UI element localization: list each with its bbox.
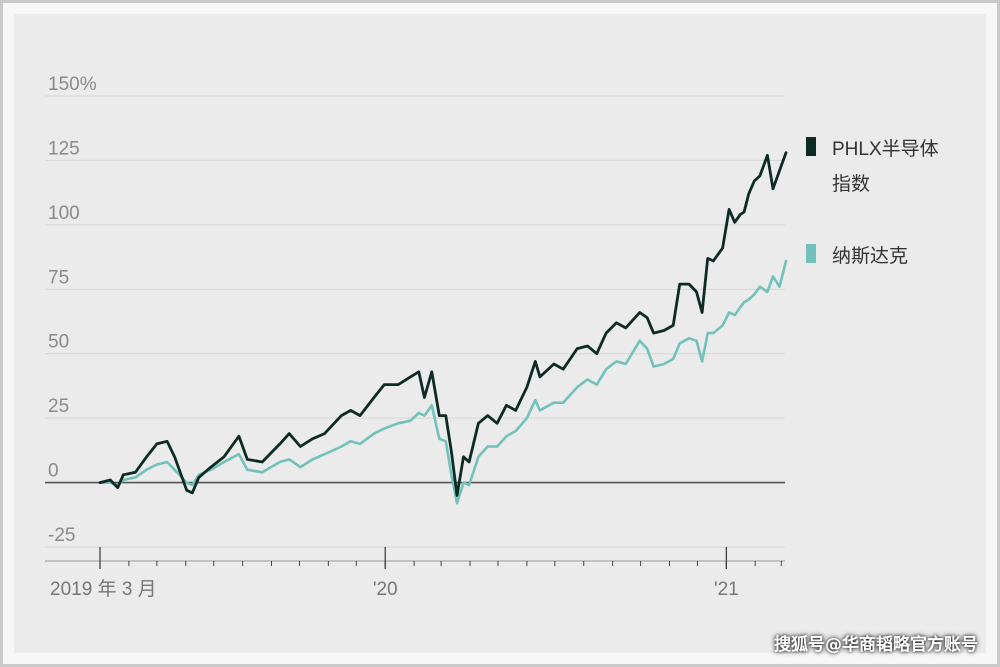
y-tick-label: 0 — [48, 461, 59, 482]
series-line-nasdaq — [98, 259, 788, 505]
x-tick-label: '21 — [714, 579, 739, 600]
x-axis: 2019 年 3 月 '20 '21 — [45, 547, 785, 600]
x-tick-label: '20 — [373, 579, 398, 600]
series-lines — [98, 151, 788, 505]
y-tick-label: 150% — [48, 74, 97, 95]
y-axis-tick-labels: 150% 125 100 75 50 25 0 -25 — [48, 74, 97, 546]
y-tick-label: 75 — [48, 267, 69, 288]
x-tick-label: 2019 年 3 月 — [50, 578, 157, 600]
watermark: 搜狐号@华商韬略官方账号 — [774, 635, 978, 655]
legend: PHLX半导体 指数 纳斯达克 — [806, 137, 939, 267]
y-tick-label: 25 — [48, 396, 69, 417]
y-tick-label: 50 — [48, 332, 69, 353]
legend-label-phlx: PHLX半导体 — [832, 138, 939, 160]
legend-swatch-nasdaq — [806, 244, 816, 263]
y-tick-label: 100 — [48, 203, 80, 224]
y-tick-label: -25 — [48, 525, 75, 546]
legend-label-phlx-line2: 指数 — [832, 173, 870, 195]
series-line-phlx — [98, 151, 788, 497]
legend-swatch-phlx — [806, 137, 816, 156]
legend-label-nasdaq: 纳斯达克 — [832, 245, 908, 267]
y-tick-label: 125 — [48, 138, 80, 159]
